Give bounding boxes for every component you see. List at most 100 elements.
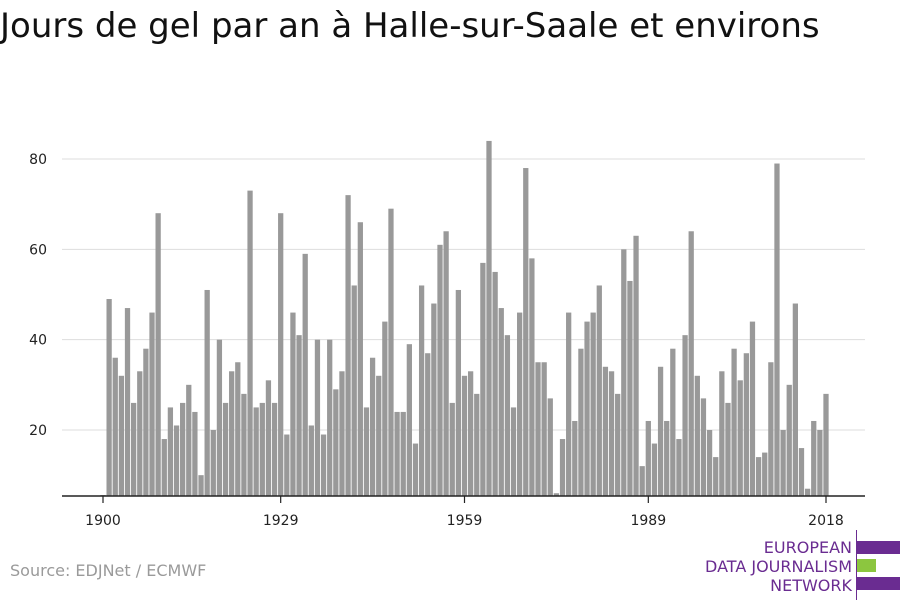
bar-1914	[186, 384, 192, 496]
bar-1968	[517, 312, 523, 496]
bar-1988	[639, 466, 645, 496]
bar-1962	[480, 262, 486, 496]
bar-2005	[743, 353, 749, 496]
bar-1901	[106, 299, 112, 496]
x-tick-label: 1929	[263, 513, 299, 529]
bar-1924	[247, 190, 253, 496]
source-note: Source: EDJNet / ECMWF	[10, 561, 207, 580]
logo-green-bar	[857, 559, 876, 572]
bar-1964	[492, 271, 498, 496]
bar-2008	[762, 452, 768, 496]
bar-2014	[798, 448, 805, 496]
bar-1943	[363, 407, 370, 496]
bar-1917	[204, 289, 210, 496]
bar-1954	[431, 303, 437, 496]
bar-1930	[284, 434, 290, 496]
bar-1976	[566, 312, 572, 496]
bar-2010	[774, 163, 780, 496]
bar-2006	[749, 321, 756, 496]
frost-days-bar-chart: 1900 1929 1959 1989 2018 20 40 60 80	[29, 140, 865, 529]
bar-1997	[694, 375, 700, 496]
bar-1937	[327, 339, 333, 496]
bar-1956	[443, 231, 449, 496]
bar-2013	[792, 303, 798, 496]
bar-1941	[351, 285, 357, 496]
bar-1944	[369, 357, 376, 496]
bar-2016	[811, 420, 817, 496]
bar-1975	[559, 439, 566, 496]
bar-1986	[627, 280, 633, 496]
bar-1929	[278, 213, 284, 496]
y-tick-label: 80	[29, 152, 47, 168]
bar-1974	[553, 493, 560, 496]
bar-1958	[455, 289, 462, 496]
bar-1993	[670, 348, 676, 496]
bar-1908	[149, 312, 155, 496]
bar-1904	[124, 308, 131, 496]
bar-1933	[302, 253, 308, 496]
x-ticks: 1900 1929 1959 1989 2018	[85, 496, 844, 529]
bar-1959	[461, 375, 468, 496]
bar-1932	[296, 335, 302, 496]
bar-1990	[651, 443, 658, 496]
bar-2012	[786, 384, 792, 496]
y-tick-label: 40	[29, 333, 47, 349]
x-tick-label: 1959	[447, 513, 483, 529]
bars	[100, 140, 829, 497]
bar-1999	[706, 430, 713, 496]
bar-1919	[216, 339, 223, 496]
bar-1948	[394, 411, 400, 496]
bar-1973	[547, 398, 553, 496]
bar-1936	[320, 434, 327, 496]
bar-1966	[504, 335, 511, 496]
bar-2018	[823, 393, 829, 496]
bar-1905	[131, 402, 137, 496]
bar-2002	[725, 402, 731, 496]
bar-1950	[406, 344, 412, 496]
bar-1953	[425, 353, 431, 496]
edjnet-logo: EUROPEAN DATA JOURNALISM NETWORK	[690, 530, 900, 600]
bar-1949	[400, 411, 406, 496]
bar-1984	[615, 393, 621, 496]
bar-1982	[602, 366, 609, 496]
bar-1983	[608, 371, 615, 496]
bar-1969	[523, 168, 529, 496]
bar-2000	[713, 457, 719, 496]
bar-1971	[535, 362, 541, 496]
bar-1915	[192, 411, 198, 496]
bar-1980	[590, 312, 596, 496]
y-tick-label: 60	[29, 242, 47, 258]
bar-1906	[137, 371, 143, 496]
bar-2007	[755, 457, 762, 496]
bar-1957	[449, 402, 455, 496]
bar-1946	[382, 321, 388, 496]
chart-title: Jours de gel par an à Halle-sur-Saale et…	[0, 6, 820, 46]
bar-1952	[418, 285, 425, 496]
bar-1989	[645, 420, 651, 496]
bar-1998	[700, 398, 707, 496]
bar-1911	[167, 407, 174, 496]
bar-1912	[173, 425, 180, 496]
bar-1913	[180, 402, 186, 496]
y-tick-label: 20	[29, 423, 47, 439]
bar-1909	[155, 213, 161, 496]
y-ticks: 20 40 60 80	[29, 152, 47, 439]
bar-1978	[578, 348, 584, 496]
bar-2011	[780, 430, 786, 496]
bar-1951	[412, 443, 419, 496]
logo-line-european: EUROPEAN	[763, 538, 852, 557]
bar-1985	[621, 249, 627, 496]
bar-2009	[768, 362, 774, 496]
bar-1916	[198, 475, 204, 496]
bar-1910	[161, 439, 167, 496]
bar-1923	[241, 393, 247, 496]
bar-1992	[664, 420, 670, 496]
bar-1961	[474, 393, 480, 496]
bar-1934	[308, 425, 314, 496]
bar-1928	[271, 402, 278, 496]
bar-1935	[314, 339, 321, 496]
bar-1963	[486, 140, 492, 496]
bar-2017	[817, 430, 823, 496]
bar-1921	[229, 371, 235, 496]
bar-1991	[657, 366, 664, 496]
